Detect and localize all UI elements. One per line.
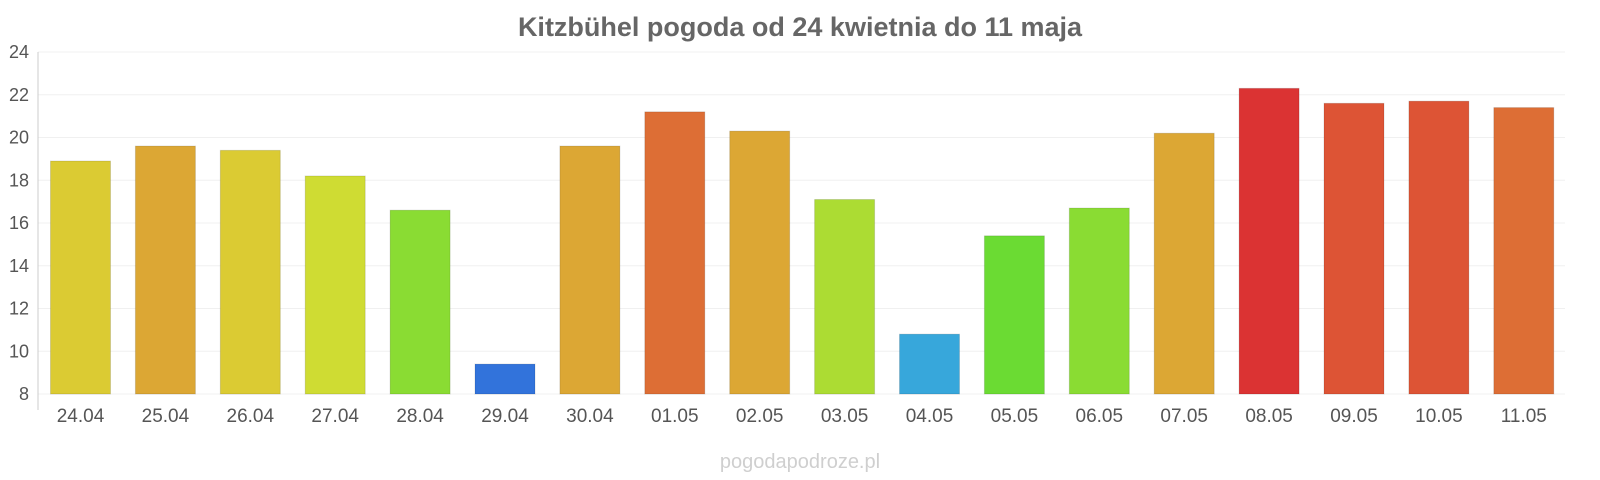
bar-24.04 [50, 160, 111, 395]
x-tick-label: 24.04 [57, 406, 105, 427]
x-tick-label: 30.04 [566, 406, 614, 427]
chart-title: Kitzbühel pogoda od 24 kwietnia do 11 ma… [518, 12, 1083, 42]
bar-10.05 [1408, 100, 1470, 395]
bar-11.05 [1493, 107, 1555, 395]
bar-28.04 [389, 209, 451, 395]
x-tick-label: 09.05 [1330, 406, 1378, 427]
watermark: pogodapodroze.pl [720, 451, 880, 473]
x-tick-label: 26.04 [227, 406, 275, 427]
bar-25.04 [134, 145, 196, 395]
y-tick-label: 18 [9, 170, 29, 190]
bar-03.05 [814, 198, 876, 395]
x-tick-label: 28.04 [396, 406, 444, 427]
bar-02.05 [729, 130, 791, 395]
bar-05.05 [983, 235, 1045, 395]
bar-07.05 [1153, 132, 1215, 395]
x-tick-label: 25.04 [142, 406, 190, 427]
bar-29.04 [474, 363, 536, 395]
x-tick-label: 10.05 [1415, 406, 1463, 427]
x-tick-label: 06.05 [1076, 406, 1124, 427]
x-tick-label: 02.05 [736, 406, 784, 427]
x-tick-label: 27.04 [311, 406, 359, 427]
bar-09.05 [1323, 102, 1385, 395]
x-tick-label: 08.05 [1245, 406, 1293, 427]
y-tick-label: 24 [9, 42, 29, 62]
x-tick-label: 11.05 [1501, 406, 1547, 427]
x-tick-label: 29.04 [481, 406, 529, 427]
bar-30.04 [559, 145, 621, 395]
y-tick-label: 8 [19, 384, 29, 404]
bar-26.04 [219, 149, 281, 395]
bar-01.05 [644, 111, 706, 395]
bar-27.04 [304, 175, 366, 395]
x-axis-ticks: 24.04 25.04 26.04 27.04 28.04 29.04 30.04 01.05… [57, 406, 1547, 427]
y-tick-label: 12 [9, 299, 29, 319]
bar-04.05 [899, 333, 960, 395]
y-tick-label: 10 [9, 341, 29, 361]
x-tick-label: 07.05 [1160, 406, 1208, 427]
gridlines [38, 51, 1565, 395]
x-tick-label: 05.05 [991, 406, 1039, 427]
bars [50, 87, 1555, 395]
y-tick-label: 14 [9, 256, 29, 276]
x-tick-label: 03.05 [821, 406, 869, 427]
bar-08.05 [1238, 87, 1300, 395]
y-axis-ticks: 8 10 12 14 16 18 20 22 24 [9, 42, 29, 404]
y-tick-label: 16 [9, 213, 29, 233]
x-tick-label: 04.05 [906, 406, 954, 427]
x-tick-label: 01.05 [651, 406, 699, 427]
y-tick-label: 22 [9, 85, 29, 105]
y-tick-label: 20 [9, 128, 29, 148]
bar-06.05 [1068, 207, 1130, 395]
